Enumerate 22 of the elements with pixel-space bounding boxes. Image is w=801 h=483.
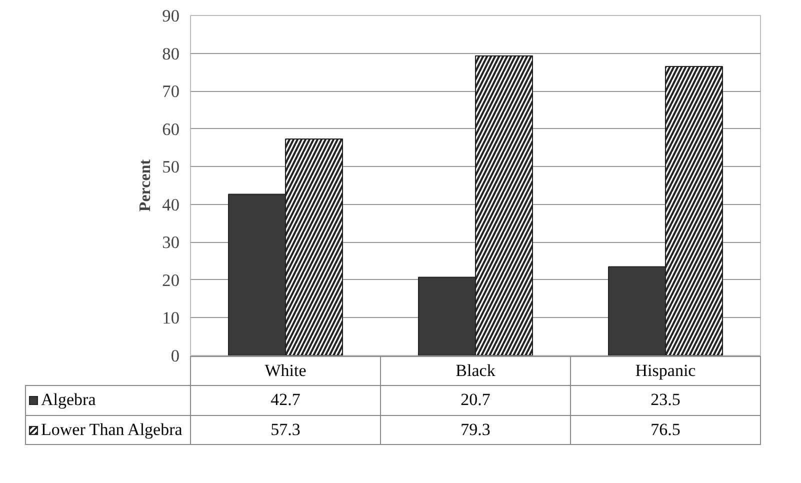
y-tick-label: 50 [162,158,180,177]
data-label: 20.7 [380,386,570,416]
data-label: 76.5 [570,415,760,444]
y-tick-label: 80 [162,44,180,64]
data-label: 42.7 [190,386,380,416]
y-tick-label: 40 [162,195,180,214]
y-tick-label: 20 [162,270,180,290]
y-tick-label: 60 [162,120,180,139]
data-label: 57.3 [190,415,380,444]
legend-label: Lower Than Algebra [26,415,190,444]
y-tick-label: 90 [162,6,180,26]
legend-label: Algebra [26,386,190,416]
data-label: 23.5 [570,386,760,416]
x-tick-label: Black [380,356,570,386]
y-tick-label: 70 [162,82,180,102]
y-tick-label: 10 [162,308,180,328]
data-label: 79.3 [380,415,570,444]
y-axis-title: Percent [137,158,154,212]
x-tick-label: Hispanic [570,356,760,386]
y-tick-label: 30 [162,233,180,252]
y-tick-label: 0 [170,346,180,366]
x-tick-label: White [190,356,380,386]
